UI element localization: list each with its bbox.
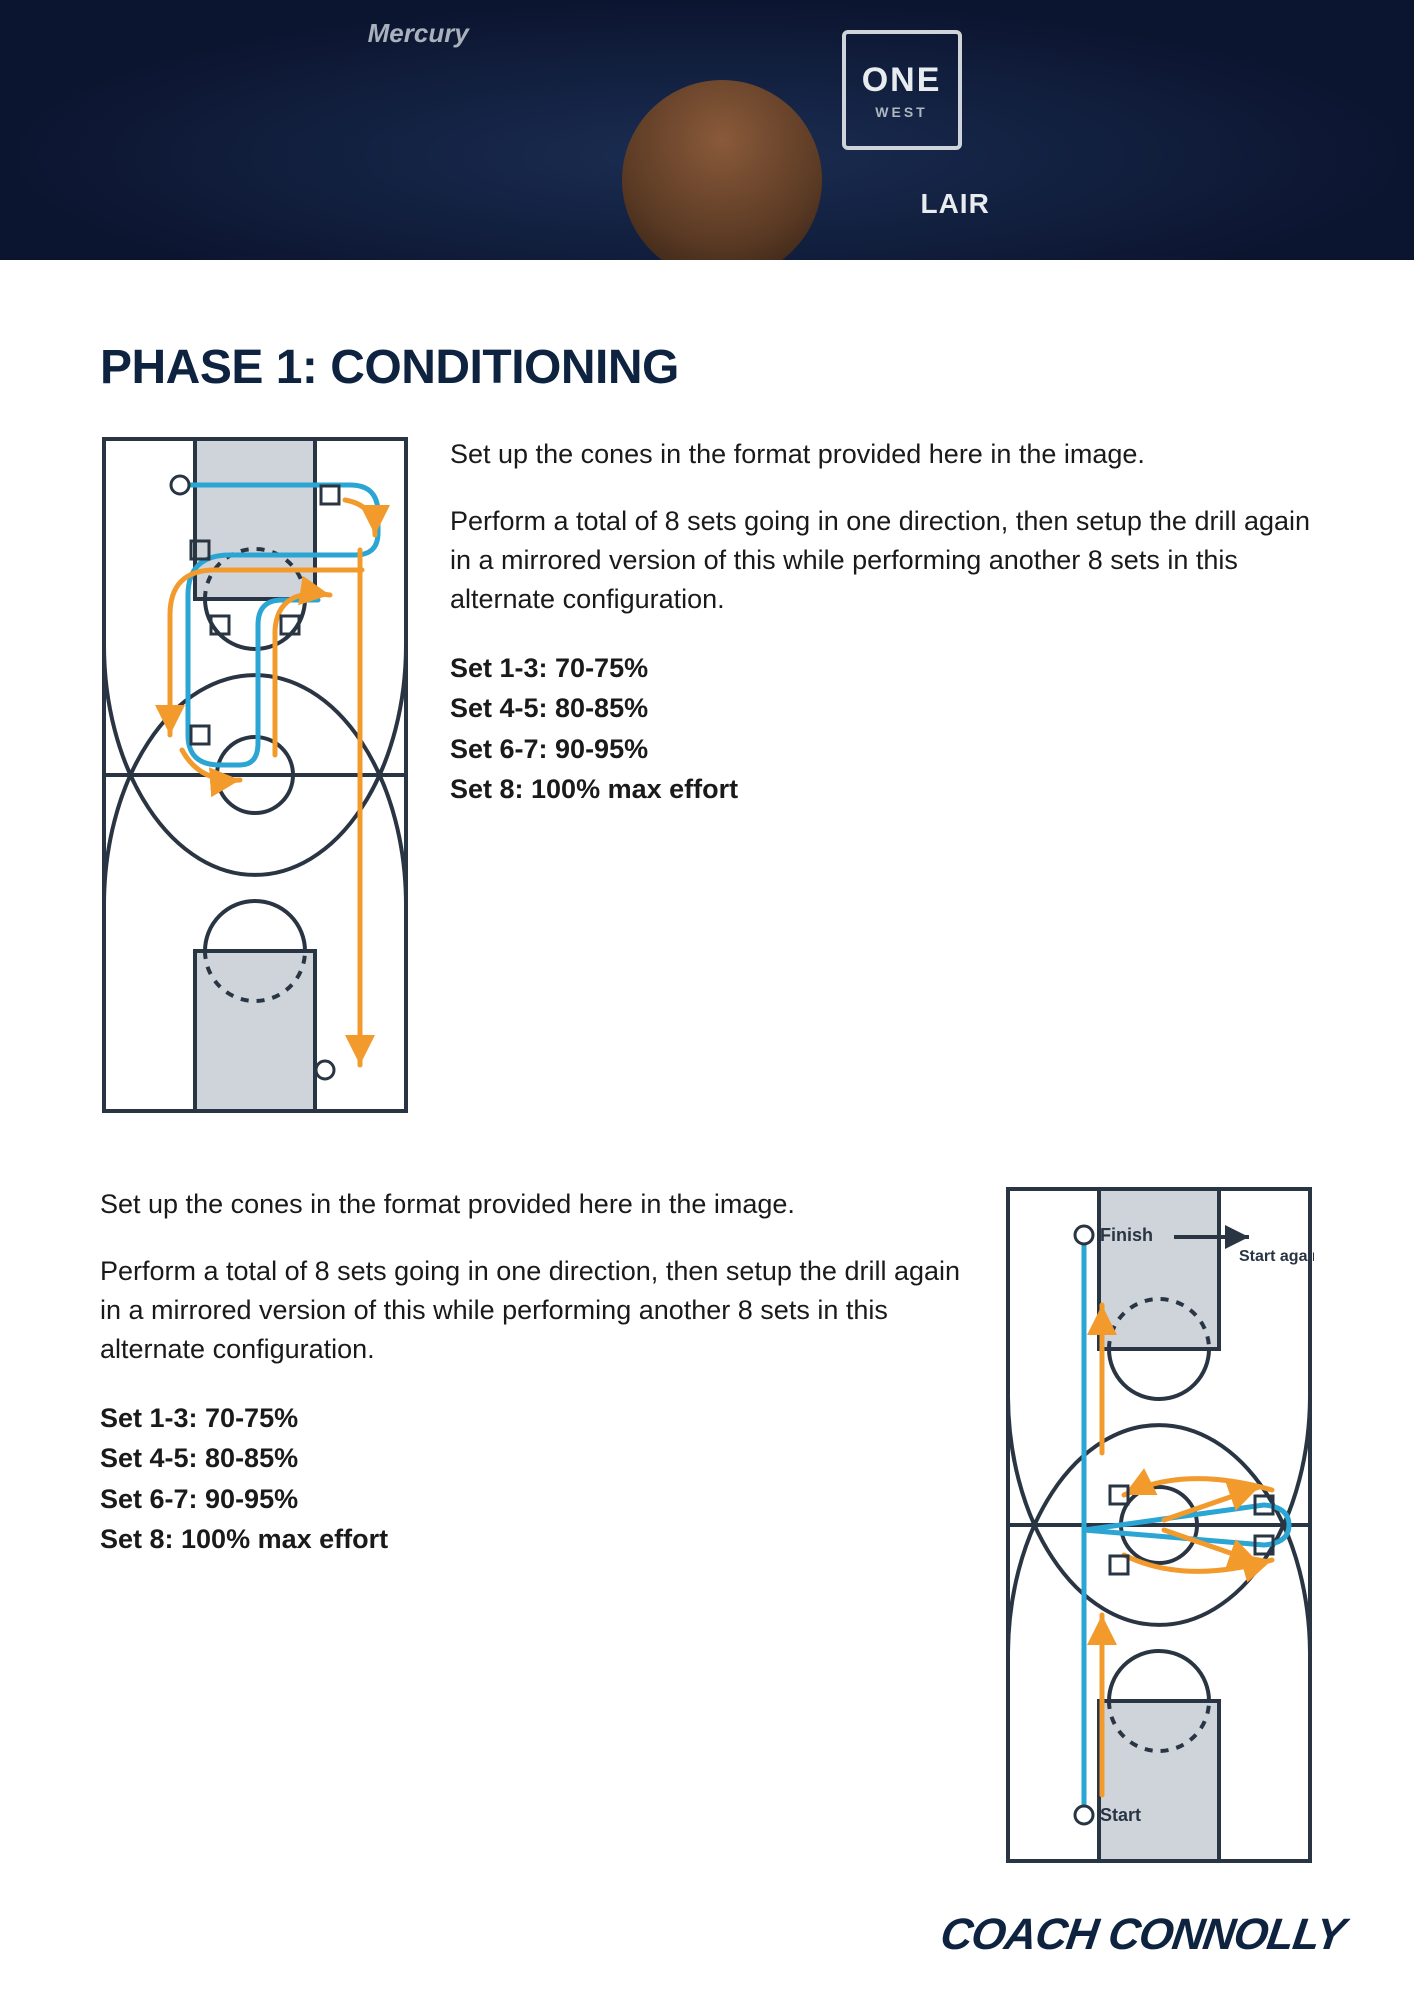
sponsor-text: Mercury <box>368 18 469 49</box>
drill-2-intro: Set up the cones in the format provided … <box>100 1185 964 1224</box>
player-label: LAIR <box>920 188 989 220</box>
drill-2-diagram: Finish Start Start again <box>1004 1185 1314 1865</box>
footer-brand: COACH CONNOLLY <box>937 1910 1347 1960</box>
set-line: Set 8: 100% max effort <box>100 1519 964 1560</box>
svg-text:Start again: Start again <box>1239 1248 1314 1265</box>
drill-2-sets: Set 1-3: 70-75%Set 4-5: 80-85%Set 6-7: 9… <box>100 1398 964 1560</box>
badge-main: ONE <box>862 61 942 100</box>
drill-1-intro: Set up the cones in the format provided … <box>450 435 1314 474</box>
set-line: Set 6-7: 90-95% <box>450 729 1314 770</box>
set-line: Set 8: 100% max effort <box>450 769 1314 810</box>
drill-2-body: Perform a total of 8 sets going in one d… <box>100 1252 964 1369</box>
set-line: Set 4-5: 80-85% <box>450 688 1314 729</box>
drill-1-diagram <box>100 435 410 1115</box>
svg-text:Start: Start <box>1100 1805 1141 1825</box>
one-badge: ONE WEST <box>842 30 962 150</box>
drill-1-text: Set up the cones in the format provided … <box>450 435 1314 810</box>
drill-2-row: Finish Start Start again Set up the cones … <box>100 1185 1314 1865</box>
drill-2-text: Set up the cones in the format provided … <box>100 1185 964 1560</box>
set-line: Set 6-7: 90-95% <box>100 1479 964 1520</box>
hero-banner: Mercury ONE WEST LAIR <box>0 0 1414 260</box>
set-line: Set 1-3: 70-75% <box>450 648 1314 689</box>
svg-text:Finish: Finish <box>1100 1225 1153 1245</box>
player-photo <box>622 80 822 260</box>
drill-1-body: Perform a total of 8 sets going in one d… <box>450 502 1314 619</box>
page-title: PHASE 1: CONDITIONING <box>100 340 1314 395</box>
badge-sub: WEST <box>875 104 927 120</box>
drill-1-row: Set up the cones in the format provided … <box>100 435 1314 1115</box>
page-content: PHASE 1: CONDITIONING Set up the cones i… <box>0 260 1414 1865</box>
set-line: Set 1-3: 70-75% <box>100 1398 964 1439</box>
drill-1-sets: Set 1-3: 70-75%Set 4-5: 80-85%Set 6-7: 9… <box>450 648 1314 810</box>
set-line: Set 4-5: 80-85% <box>100 1438 964 1479</box>
